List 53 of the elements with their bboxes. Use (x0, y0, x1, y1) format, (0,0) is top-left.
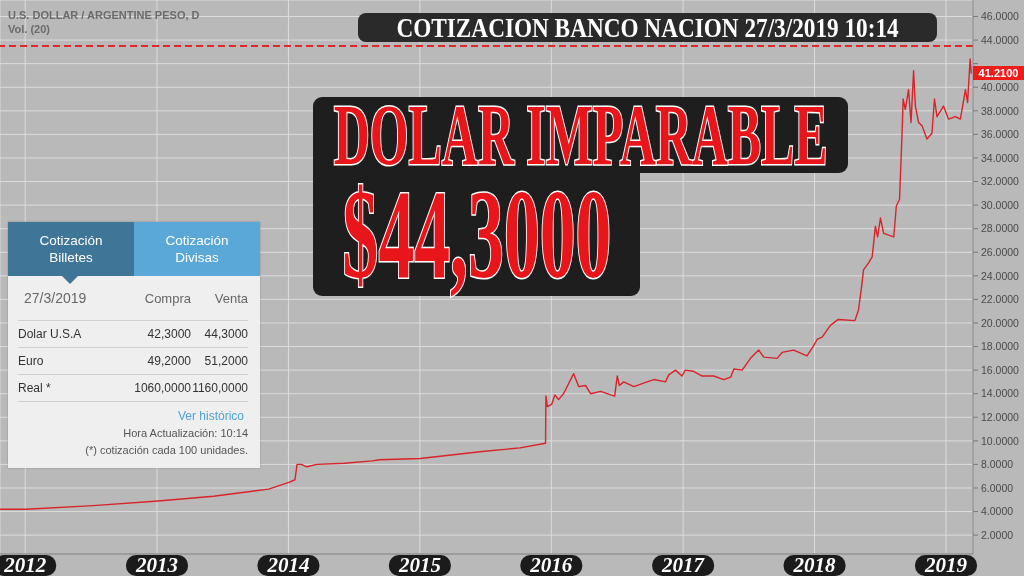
x-tick-label: 2018 (792, 553, 837, 576)
annotation: 51,2000 (204, 354, 248, 368)
y-tick-label: 32.0000 (981, 175, 1020, 188)
text: 41.2100 (973, 66, 1024, 81)
y-tick-label: 14.0000 (981, 387, 1020, 400)
y-tick-label: 34.0000 (981, 151, 1020, 164)
x-tick-label: 2012 (3, 553, 47, 576)
y-tick-label: 46.0000 (981, 10, 1020, 23)
annotation: Ver histórico (177, 409, 244, 423)
y-tick-label: 22.0000 (981, 293, 1020, 306)
text: DOLAR IMPARABLE (333, 87, 828, 183)
y-tick-label: 26.0000 (981, 245, 1020, 258)
y-tick-label: 40.0000 (981, 80, 1020, 93)
annotation: 1060,0000 (134, 381, 191, 395)
annotation: Hora Actualización: 10:14 (123, 427, 248, 439)
annotation: Dolar U.S.A (18, 327, 82, 341)
annotation: 44,3000 (204, 327, 248, 341)
annotation: Cotización Divisas (164, 232, 230, 266)
x-tick-label: 2015 (397, 553, 441, 576)
annotation: Euro (18, 354, 44, 368)
x-tick-label: 2013 (135, 553, 179, 576)
y-tick-label: 12.0000 (981, 411, 1020, 423)
annotation: 42,3000 (147, 327, 191, 341)
y-tick-label: 44.0000 (981, 33, 1020, 46)
y-tick-label: 4.0000 (981, 505, 1014, 518)
y-tick-label: 2.0000 (981, 528, 1014, 541)
line-series (0, 58, 972, 510)
y-tick-label: 38.0000 (981, 104, 1020, 117)
y-tick-label: 24.0000 (981, 269, 1020, 282)
y-tick-label: 30.0000 (981, 198, 1020, 211)
annotation: Real * (18, 381, 51, 395)
annotation: Vol. (20) (8, 23, 50, 35)
annotation: 49,2000 (147, 354, 191, 368)
annotation: U.S. DOLLAR / ARGENTINE PESO, D (8, 9, 200, 21)
annotation: COTIZACION BANCO NACION 27/3/2019 10:14 (396, 12, 899, 43)
x-tick-label: 2016 (529, 553, 573, 576)
annotation: Cotización Billetes (38, 232, 104, 266)
y-tick-label: 16.0000 (981, 363, 1020, 376)
annotation: Compra (144, 290, 191, 306)
annotation: 27/3/2019 (24, 290, 87, 306)
y-tick-label: 10.0000 (981, 434, 1020, 447)
y-tick-label: 18.0000 (981, 340, 1020, 353)
annotation: (*) cotización cada 100 unidades. (85, 444, 248, 456)
y-tick-label: 20.0000 (981, 316, 1020, 329)
y-tick-label: 6.0000 (981, 481, 1014, 494)
x-tick-label: 2019 (923, 553, 968, 576)
x-tick-label: 2017 (661, 553, 706, 576)
x-tick-label: 2014 (266, 553, 310, 576)
y-tick-label: 36.0000 (981, 128, 1020, 141)
y-tick-label: 8.0000 (981, 458, 1014, 471)
annotation: Venta (214, 290, 248, 306)
y-tick-label: 28.0000 (981, 222, 1020, 235)
annotation: 1160,0000 (192, 381, 248, 395)
